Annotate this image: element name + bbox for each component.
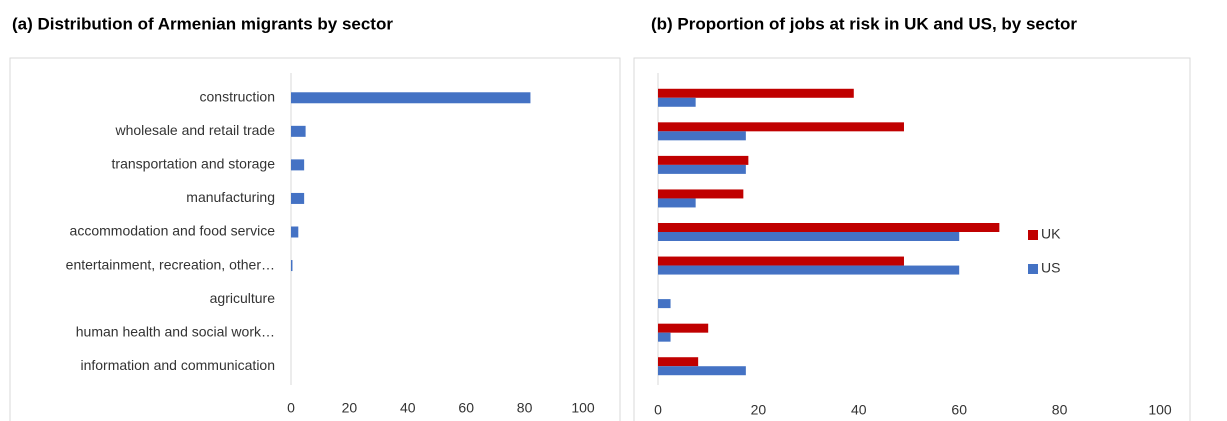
- category-label: human health and social work…: [76, 323, 275, 339]
- bar: [658, 223, 1000, 232]
- bar: [658, 357, 699, 367]
- bar: [658, 131, 746, 141]
- bar: [658, 232, 960, 241]
- bar: [658, 189, 744, 199]
- panel-a-frame: [9, 57, 621, 421]
- bar: [658, 366, 746, 376]
- category-label: information and communication: [80, 357, 275, 373]
- legend-label: UK: [1041, 226, 1061, 242]
- bar: [291, 260, 293, 272]
- bar: [291, 226, 299, 238]
- bar: [658, 155, 749, 165]
- x-tick-label: 20: [751, 402, 767, 418]
- chart-title: (b) Proportion of jobs at risk in UK and…: [651, 14, 1077, 33]
- x-tick-label: 40: [851, 402, 867, 418]
- category-label: wholesale and retail trade: [114, 122, 275, 138]
- bar: [658, 122, 904, 132]
- bar: [291, 125, 306, 137]
- x-tick-label: 20: [342, 400, 358, 416]
- x-tick-label: 100: [1148, 402, 1172, 418]
- bar: [658, 323, 709, 333]
- legend-swatch: [1028, 264, 1038, 274]
- x-tick-label: 80: [1052, 402, 1068, 418]
- bar: [291, 159, 305, 171]
- bar: [658, 164, 746, 174]
- bar: [658, 265, 960, 275]
- bar: [658, 256, 904, 266]
- category-label: transportation and storage: [112, 156, 276, 172]
- bar: [291, 192, 305, 204]
- x-tick-label: 80: [517, 400, 533, 416]
- x-tick-label: 60: [458, 400, 474, 416]
- bar: [658, 198, 696, 208]
- bar: [658, 97, 696, 107]
- legend-label: US: [1041, 260, 1060, 276]
- x-tick-label: 0: [654, 402, 662, 418]
- chart-title: (a) Distribution of Armenian migrants by…: [12, 14, 393, 33]
- bar: [291, 92, 531, 104]
- legend-swatch: [1028, 230, 1038, 240]
- category-label: accommodation and food service: [70, 223, 276, 239]
- bar: [658, 299, 671, 309]
- category-label: agriculture: [210, 290, 276, 306]
- category-label: manufacturing: [186, 189, 275, 205]
- x-tick-label: 0: [287, 400, 295, 416]
- bar: [658, 332, 671, 342]
- x-tick-label: 60: [951, 402, 967, 418]
- bar: [658, 88, 854, 98]
- panel-b-frame: [633, 57, 1191, 421]
- category-label: entertainment, recreation, other…: [66, 256, 275, 272]
- category-label: construction: [200, 88, 275, 104]
- x-tick-label: 40: [400, 400, 416, 416]
- x-tick-label: 100: [571, 400, 595, 416]
